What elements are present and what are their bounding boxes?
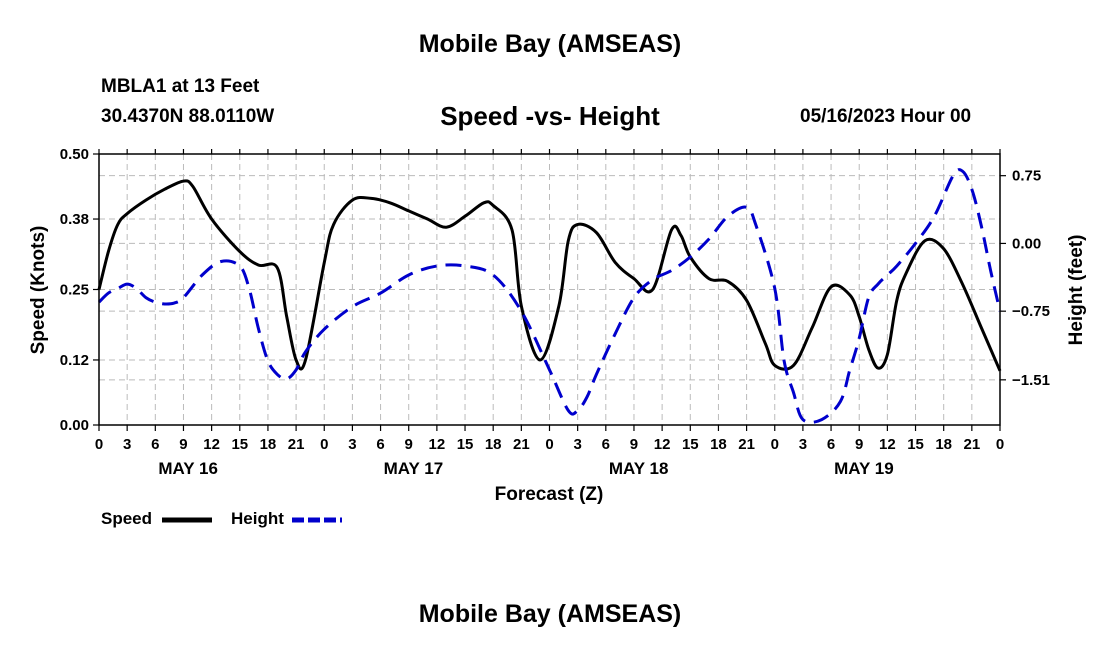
x-tick-label: 3 xyxy=(799,436,807,453)
height-series-line xyxy=(97,168,1002,424)
x-tick-label: 18 xyxy=(260,436,277,453)
station-coordinates: 30.4370N 88.0110W xyxy=(101,106,275,127)
x-tick-label: 21 xyxy=(738,436,755,453)
x-tick-label: 0 xyxy=(545,436,553,453)
x-tick-label: 12 xyxy=(429,436,446,453)
x-tick-label: 21 xyxy=(288,436,305,453)
x-tick-label: 12 xyxy=(879,436,896,453)
x-tick-label: 18 xyxy=(935,436,952,453)
x-tick-label: 15 xyxy=(907,436,924,453)
x-tick-label: 6 xyxy=(602,436,610,453)
x-tick-label: 21 xyxy=(513,436,530,453)
footer-title: Mobile Bay (AMSEAS) xyxy=(418,600,682,628)
x-tick-label: 18 xyxy=(485,436,502,453)
y-tick-label: 0.38 xyxy=(60,211,89,228)
x-tick-label: 3 xyxy=(573,436,581,453)
x-tick-label: 0 xyxy=(95,436,103,453)
x-tick-label: 3 xyxy=(348,436,356,453)
legend-label-speed: Speed xyxy=(101,509,152,528)
y-axis-title: Speed (Knots) xyxy=(28,226,49,355)
x-tick-label: 15 xyxy=(231,436,248,453)
y2-tick-label: −1.51 xyxy=(1012,372,1050,389)
x-date-label: MAY 16 xyxy=(158,459,218,478)
y2-tick-label: 0.75 xyxy=(1012,168,1041,185)
x-date-label: MAY 17 xyxy=(384,459,444,478)
chart-main-title: Mobile Bay (AMSEAS) xyxy=(418,30,682,58)
forecast-timestamp: 05/16/2023 Hour 00 xyxy=(800,106,972,127)
y-tick-label: 0.12 xyxy=(60,352,89,369)
x-date-label: MAY 19 xyxy=(834,459,894,478)
x-tick-label: 6 xyxy=(376,436,384,453)
x-tick-label: 3 xyxy=(123,436,131,453)
x-tick-label: 12 xyxy=(654,436,671,453)
chart-subtitle: Speed -vs- Height xyxy=(440,101,660,131)
x-tick-label: 18 xyxy=(710,436,727,453)
x-tick-label: 9 xyxy=(405,436,413,453)
legend: Speed Height xyxy=(101,509,342,528)
y-tick-label: 0.25 xyxy=(60,282,89,299)
x-tick-label: 9 xyxy=(179,436,187,453)
x-tick-label: 0 xyxy=(771,436,779,453)
y-tick-label: 0.50 xyxy=(60,146,89,163)
x-tick-label: 9 xyxy=(855,436,863,453)
axes: 0 3 6 9 12 15 18 21 0 3 6 9 12 15 18 21 0 3 6 9 12 15 18 21 0 3 6 9… xyxy=(60,146,1050,478)
y2-tick-label: −0.75 xyxy=(1012,303,1050,320)
station-label: MBLA1 at 13 Feet xyxy=(101,76,260,97)
x-tick-label: 6 xyxy=(151,436,159,453)
x-tick-label: 6 xyxy=(827,436,835,453)
x-tick-label: 21 xyxy=(964,436,981,453)
x-tick-label: 15 xyxy=(457,436,474,453)
x-tick-label: 12 xyxy=(203,436,220,453)
y-tick-label: 0.00 xyxy=(60,417,89,434)
series-group xyxy=(97,168,1002,424)
y2-tick-label: 0.00 xyxy=(1012,235,1041,252)
x-tick-label: 15 xyxy=(682,436,699,453)
x-tick-label: 0 xyxy=(320,436,328,453)
x-tick-label: 0 xyxy=(996,436,1004,453)
x-date-label: MAY 18 xyxy=(609,459,669,478)
legend-label-height: Height xyxy=(231,509,284,528)
grid xyxy=(99,154,1000,425)
y2-axis-title: Height (feet) xyxy=(1066,235,1087,346)
x-tick-label: 9 xyxy=(630,436,638,453)
x-axis-title: Forecast (Z) xyxy=(495,484,604,505)
